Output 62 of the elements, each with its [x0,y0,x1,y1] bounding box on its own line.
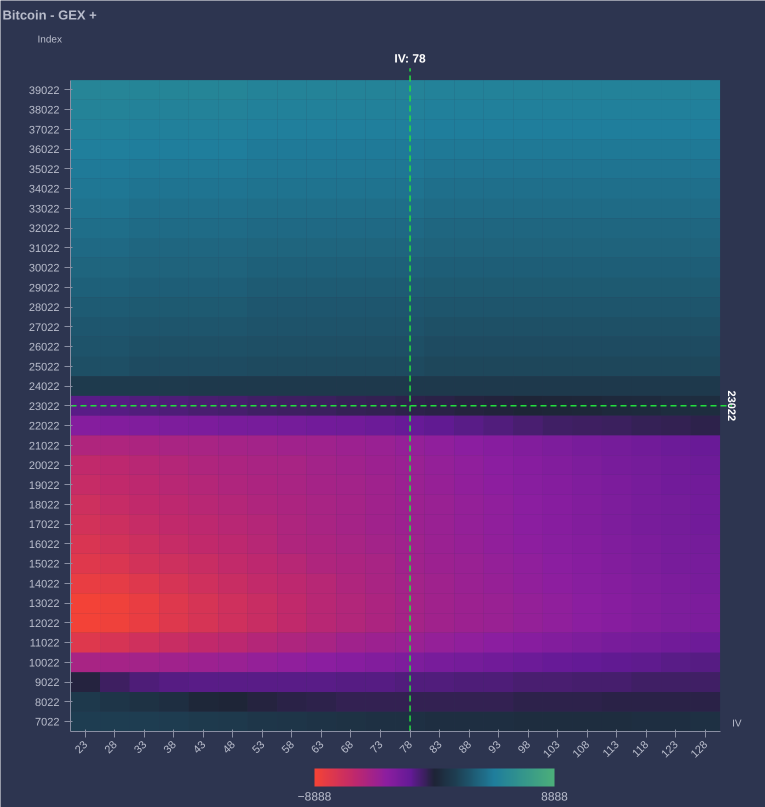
x-tick-label: 78 [398,738,416,756]
y-tick-label: 29022 [28,282,60,294]
y-tick-label: 26022 [28,342,60,354]
x-tick-label: 58 [280,738,297,756]
x-tick-label: 98 [516,738,534,756]
y-tick-label: 12022 [28,618,60,630]
x-tick-label: 33 [132,738,150,756]
y-tick-label: 8022 [35,696,60,709]
y-tick-label: 34022 [28,184,60,196]
y-tick-label: 17022 [28,519,60,532]
x-tick-label: 73 [368,738,386,756]
y-tick-label: 9022 [35,677,60,690]
y-tick-label: 10022 [28,657,60,670]
x-tick-label: 123 [659,738,681,760]
x-tick-label: 93 [486,738,504,756]
x-tick-label: 113 [600,738,622,760]
y-tick-label: 11022 [30,638,60,650]
y-tick-label: 19022 [28,480,60,492]
y-tick-label: 36022 [28,144,60,156]
y-tick-label: 16022 [28,538,60,551]
y-tick-label: 21022 [28,440,60,452]
x-tick-label: 53 [250,738,268,756]
color-bar-label: 8888 [541,790,568,804]
y-axis-title: Index [38,34,62,46]
y-tick-label: 13022 [28,598,60,610]
y-tick-label: 30022 [28,262,60,275]
x-tick-label: 23 [73,738,90,756]
y-tick-label: 23022 [28,400,60,413]
y-tick-label: 31022 [28,242,60,255]
x-tick-label: 48 [220,738,238,756]
x-tick-label: 103 [541,738,563,760]
y-tick-label: 20022 [28,460,60,472]
y-tick-label: 18022 [28,500,60,512]
x-tick-label: 68 [338,738,356,756]
y-tick-label: 32022 [28,223,60,236]
x-tick-label: 38 [162,738,179,756]
chart-title: Bitcoin - GEX + [2,8,98,22]
y-tick-label: 28022 [28,302,60,314]
x-tick-label: 108 [570,738,592,760]
x-tick-label: 118 [630,738,652,760]
color-bar-label: −8888 [298,790,332,804]
y-tick-label: 7022 [35,716,60,729]
x-tick-label: 128 [688,738,710,760]
x-tick-label: 63 [309,738,326,756]
y-tick-label: 38022 [28,104,60,117]
y-tick-label: 27022 [28,322,60,334]
y-tick-label: 37022 [28,124,60,136]
y-tick-label: 33022 [28,203,60,216]
x-tick-label: 88 [456,738,474,756]
x-tick-label: 43 [191,738,208,756]
x-axis-title: IV [732,718,742,730]
y-tick-label: 39022 [28,84,60,97]
ref-line-label: 23022 [724,390,737,422]
y-tick-label: 15022 [28,558,60,571]
y-tick-label: 22022 [28,420,60,433]
y-tick-label: 35022 [28,164,60,176]
x-tick-label: 83 [427,738,445,756]
y-tick-label: 24022 [28,381,60,394]
y-tick-label: 25022 [28,361,60,374]
ref-line-label: IV: 78 [394,51,426,66]
x-tick-label: 28 [102,738,120,756]
y-tick-label: 14022 [28,578,60,590]
